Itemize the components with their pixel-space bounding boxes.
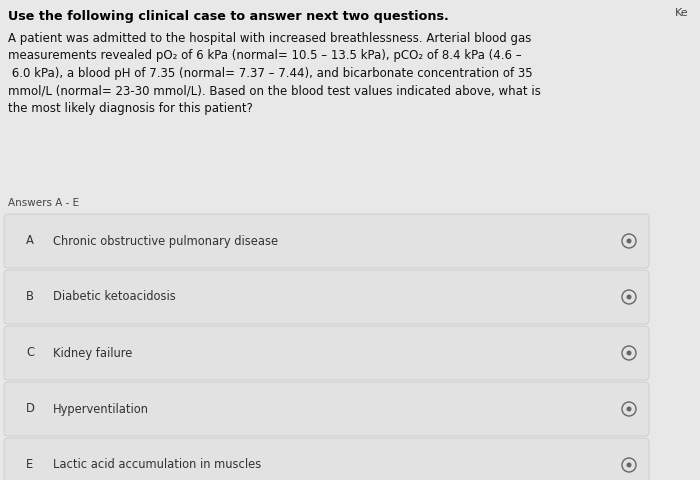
Text: Answers A - E: Answers A - E <box>8 198 79 208</box>
Circle shape <box>626 350 631 356</box>
Circle shape <box>626 295 631 300</box>
FancyBboxPatch shape <box>4 214 649 268</box>
Text: A patient was admitted to the hospital with increased breathlessness. Arterial b: A patient was admitted to the hospital w… <box>8 32 541 115</box>
Text: Ke: Ke <box>674 8 688 18</box>
Text: Chronic obstructive pulmonary disease: Chronic obstructive pulmonary disease <box>53 235 278 248</box>
Text: Hyperventilation: Hyperventilation <box>53 403 149 416</box>
FancyBboxPatch shape <box>4 270 649 324</box>
Text: Use the following clinical case to answer next two questions.: Use the following clinical case to answe… <box>8 10 449 23</box>
Text: D: D <box>26 403 35 416</box>
FancyBboxPatch shape <box>4 382 649 436</box>
FancyBboxPatch shape <box>4 438 649 480</box>
Text: E: E <box>26 458 34 471</box>
Circle shape <box>626 463 631 468</box>
Text: Diabetic ketoacidosis: Diabetic ketoacidosis <box>53 290 176 303</box>
Text: B: B <box>26 290 34 303</box>
Text: A: A <box>26 235 34 248</box>
Text: Lactic acid accumulation in muscles: Lactic acid accumulation in muscles <box>53 458 261 471</box>
FancyBboxPatch shape <box>4 326 649 380</box>
Text: C: C <box>26 347 34 360</box>
Circle shape <box>626 239 631 243</box>
Text: Kidney failure: Kidney failure <box>53 347 132 360</box>
Circle shape <box>626 407 631 411</box>
